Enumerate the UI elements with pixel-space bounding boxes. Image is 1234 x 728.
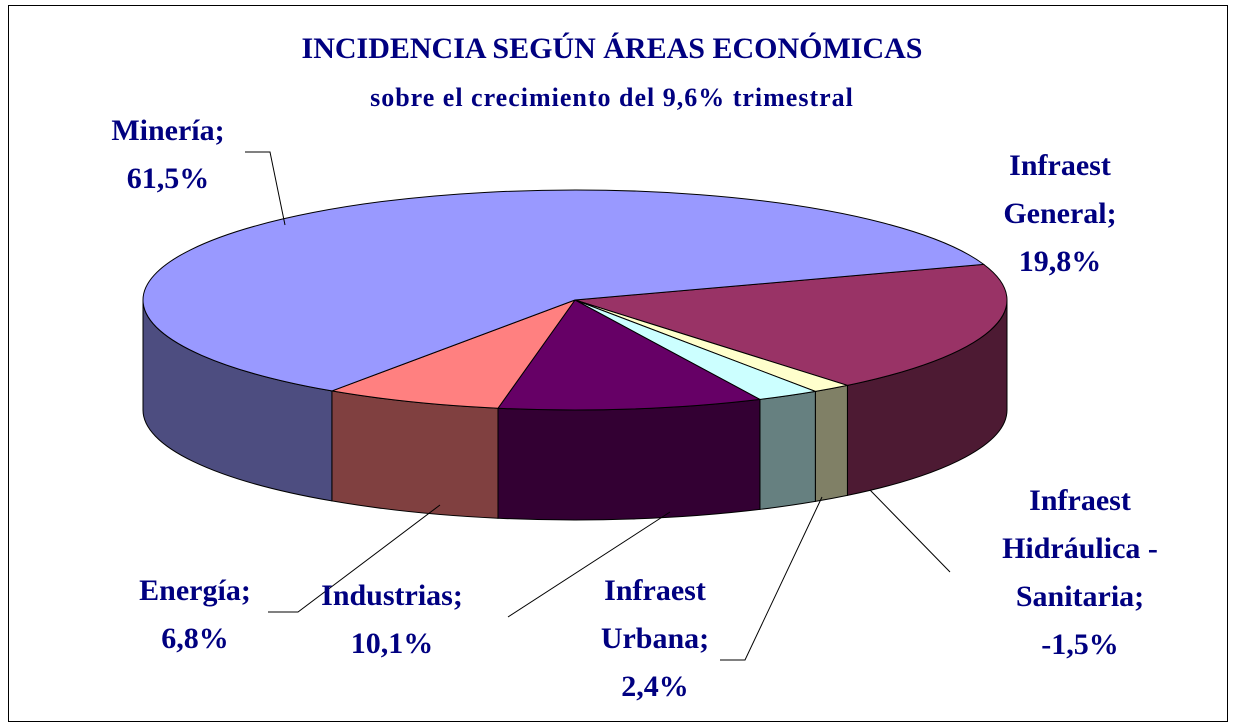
leader-line xyxy=(869,489,951,573)
value-label: 61,5% xyxy=(126,162,210,195)
slice-label: Energía; 6,8% xyxy=(110,567,280,663)
slice-label: Infraest Hidráulica - Sanitaria; -1,5% xyxy=(975,477,1185,669)
slice-side xyxy=(759,390,816,510)
slice-side xyxy=(814,384,848,502)
category-label: Infraest Urbana; xyxy=(600,574,710,655)
value-label: 19,8% xyxy=(1018,245,1102,278)
chart-title: INCIDENCIA SEGÚN ÁREAS ECONÓMICAS xyxy=(302,32,923,65)
leader-line xyxy=(268,504,441,613)
leader-line xyxy=(507,511,671,618)
slice-side xyxy=(497,398,761,521)
slice-label: Minería; 61,5% xyxy=(80,107,256,203)
value-label: 10,1% xyxy=(350,627,434,660)
category-label: Industrias; xyxy=(321,579,463,612)
slice xyxy=(497,299,762,411)
pie xyxy=(142,189,1008,521)
slice xyxy=(574,263,1008,386)
slice xyxy=(329,298,577,409)
slice xyxy=(142,189,986,392)
leader-lines xyxy=(245,151,951,661)
leader-line xyxy=(720,496,823,661)
value-label: -1,5% xyxy=(1041,628,1119,661)
category-label: Minería; xyxy=(111,114,225,147)
category-label: Energía; xyxy=(139,574,251,607)
value-label: 6,8% xyxy=(161,622,229,655)
leader-line xyxy=(245,151,286,226)
value-label: 2,4% xyxy=(621,670,689,703)
slice-label: Infraest General; 19,8% xyxy=(980,142,1140,286)
slice-label: Industrias; 10,1% xyxy=(292,572,492,668)
category-label: Infraest Hidráulica - Sanitaria; xyxy=(1002,484,1158,613)
slice-label: Infraest Urbana; 2,4% xyxy=(570,567,740,711)
chart-subtitle: sobre el crecimiento del 9,6% trimestral xyxy=(370,83,854,112)
category-label: Infraest General; xyxy=(1003,149,1117,230)
slice-side xyxy=(331,390,499,519)
